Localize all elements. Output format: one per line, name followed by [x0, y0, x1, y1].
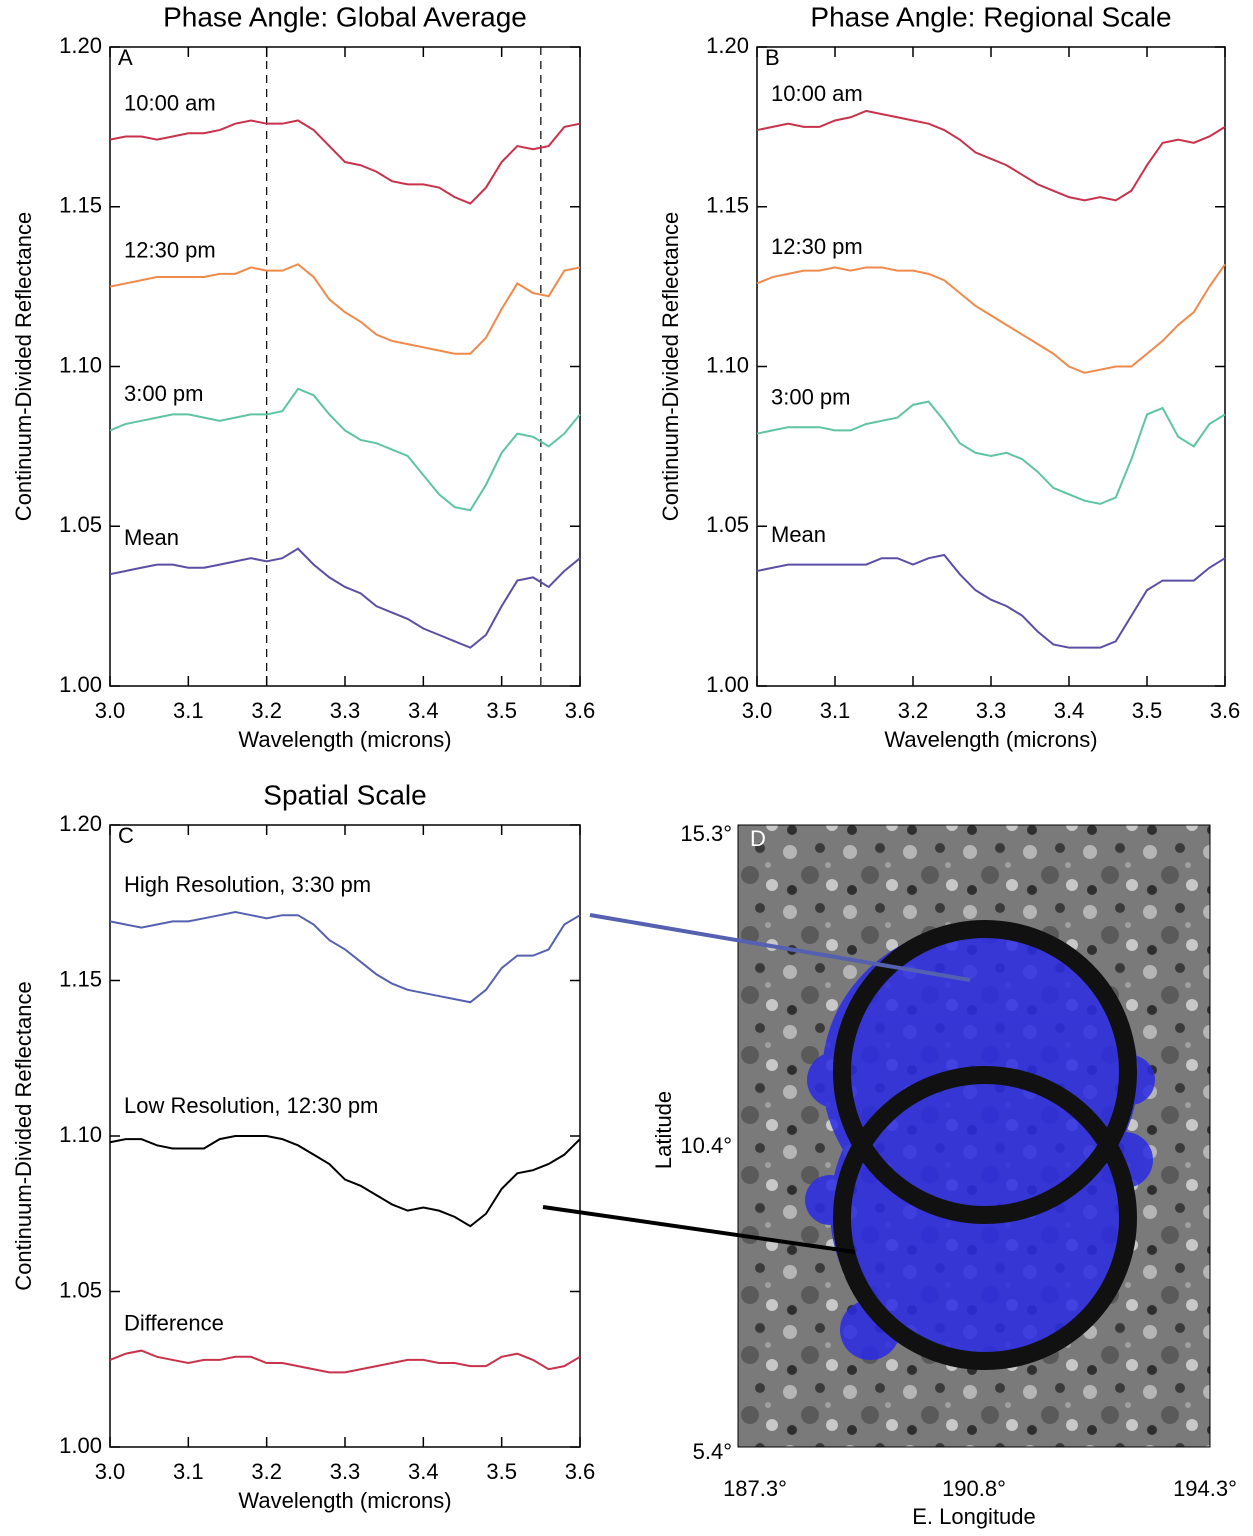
lat-label: 10.4° — [680, 1133, 732, 1158]
y-tick-label: 1.05 — [59, 1277, 102, 1302]
y-tick-label: 1.20 — [59, 811, 102, 836]
y-tick-label: 1.15 — [706, 193, 749, 218]
chart-title: Phase Angle: Global Average — [163, 1, 527, 32]
x-tick-label: 3.2 — [898, 698, 929, 723]
x-tick-label: 3.3 — [330, 698, 361, 723]
x-axis-label: Wavelength (microns) — [884, 727, 1097, 752]
connector — [589, 913, 971, 982]
series-label: 10:00 am — [771, 81, 863, 106]
plot-frame — [109, 46, 581, 687]
lat-label: 5.4° — [693, 1439, 732, 1464]
x-tick-label: 3.0 — [95, 1459, 126, 1484]
y-axis-label: Continuum-Divided Reflectance — [11, 981, 36, 1290]
y-tick-label: 1.05 — [706, 512, 749, 537]
series-label: Mean — [124, 525, 179, 550]
y-axis-label: Continuum-Divided Reflectance — [658, 212, 683, 521]
series-line — [109, 1135, 581, 1228]
x-tick-label: 3.5 — [1132, 698, 1163, 723]
series-line — [109, 263, 581, 355]
chart-title: Spatial Scale — [263, 779, 426, 810]
series-line — [109, 911, 581, 1004]
y-axis-label: Latitude — [651, 1091, 676, 1169]
y-tick-label: 1.00 — [706, 672, 749, 697]
y-tick-label: 1.00 — [59, 672, 102, 697]
y-tick-label: 1.10 — [59, 352, 102, 377]
series-line — [756, 400, 1226, 505]
x-tick-label: 3.3 — [976, 698, 1007, 723]
series-line — [756, 263, 1226, 374]
y-tick-label: 1.20 — [706, 33, 749, 58]
x-axis-label: Wavelength (microns) — [238, 727, 451, 752]
panel-label: D — [750, 826, 766, 851]
x-tick-label: 3.0 — [742, 698, 773, 723]
y-tick-label: 1.10 — [706, 352, 749, 377]
y-tick-label: 1.15 — [59, 193, 102, 218]
x-tick-label: 3.1 — [173, 698, 204, 723]
x-tick-label: 3.2 — [251, 1459, 282, 1484]
series-label: 12:30 pm — [771, 234, 863, 259]
series-label: 12:30 pm — [124, 237, 216, 262]
x-tick-label: 3.2 — [251, 698, 282, 723]
series-label: 3:00 pm — [124, 381, 204, 406]
series-label: Low Resolution, 12:30 pm — [124, 1093, 378, 1118]
connector — [542, 1205, 856, 1254]
lon-label: 190.8° — [942, 1476, 1006, 1501]
map-image — [737, 824, 1211, 1448]
series-label: 3:00 pm — [771, 384, 851, 409]
y-tick-label: 1.05 — [59, 512, 102, 537]
y-tick-label: 1.15 — [59, 966, 102, 991]
lon-label: 187.3° — [723, 1476, 787, 1501]
series-line — [756, 553, 1226, 649]
x-tick-label: 3.1 — [173, 1459, 204, 1484]
plot-frame — [109, 824, 581, 1448]
y-tick-label: 1.00 — [59, 1433, 102, 1458]
plot-frame — [756, 46, 1226, 687]
x-tick-label: 3.6 — [565, 698, 596, 723]
series-line — [109, 1349, 581, 1374]
panel-label: A — [118, 45, 133, 70]
x-tick-label: 3.3 — [330, 1459, 361, 1484]
x-tick-label: 3.5 — [486, 1459, 517, 1484]
x-tick-label: 3.1 — [820, 698, 851, 723]
x-tick-label: 3.4 — [408, 1459, 439, 1484]
series-line — [756, 109, 1226, 202]
x-axis-label: Wavelength (microns) — [238, 1488, 451, 1513]
x-tick-label: 3.6 — [1210, 698, 1241, 723]
panel-label: C — [118, 823, 134, 848]
series-label: High Resolution, 3:30 pm — [124, 872, 371, 897]
x-axis-label: E. Longitude — [912, 1504, 1036, 1529]
lon-label: 194.3° — [1173, 1476, 1237, 1501]
x-tick-label: 3.0 — [95, 698, 126, 723]
series-label: Difference — [124, 1311, 224, 1336]
chart-title: Phase Angle: Regional Scale — [810, 1, 1171, 32]
series-label: Mean — [771, 522, 826, 547]
y-axis-label: Continuum-Divided Reflectance — [11, 212, 36, 521]
series-line — [109, 119, 581, 205]
x-tick-label: 3.6 — [565, 1459, 596, 1484]
x-tick-label: 3.5 — [486, 698, 517, 723]
series-line — [109, 547, 581, 649]
x-tick-label: 3.4 — [1054, 698, 1085, 723]
y-tick-label: 1.20 — [59, 33, 102, 58]
y-tick-label: 1.10 — [59, 1122, 102, 1147]
x-tick-label: 3.4 — [408, 698, 439, 723]
series-line — [109, 387, 581, 512]
series-label: 10:00 am — [124, 90, 216, 115]
panel-label: B — [765, 45, 780, 70]
lat-label: 15.3° — [680, 821, 732, 846]
